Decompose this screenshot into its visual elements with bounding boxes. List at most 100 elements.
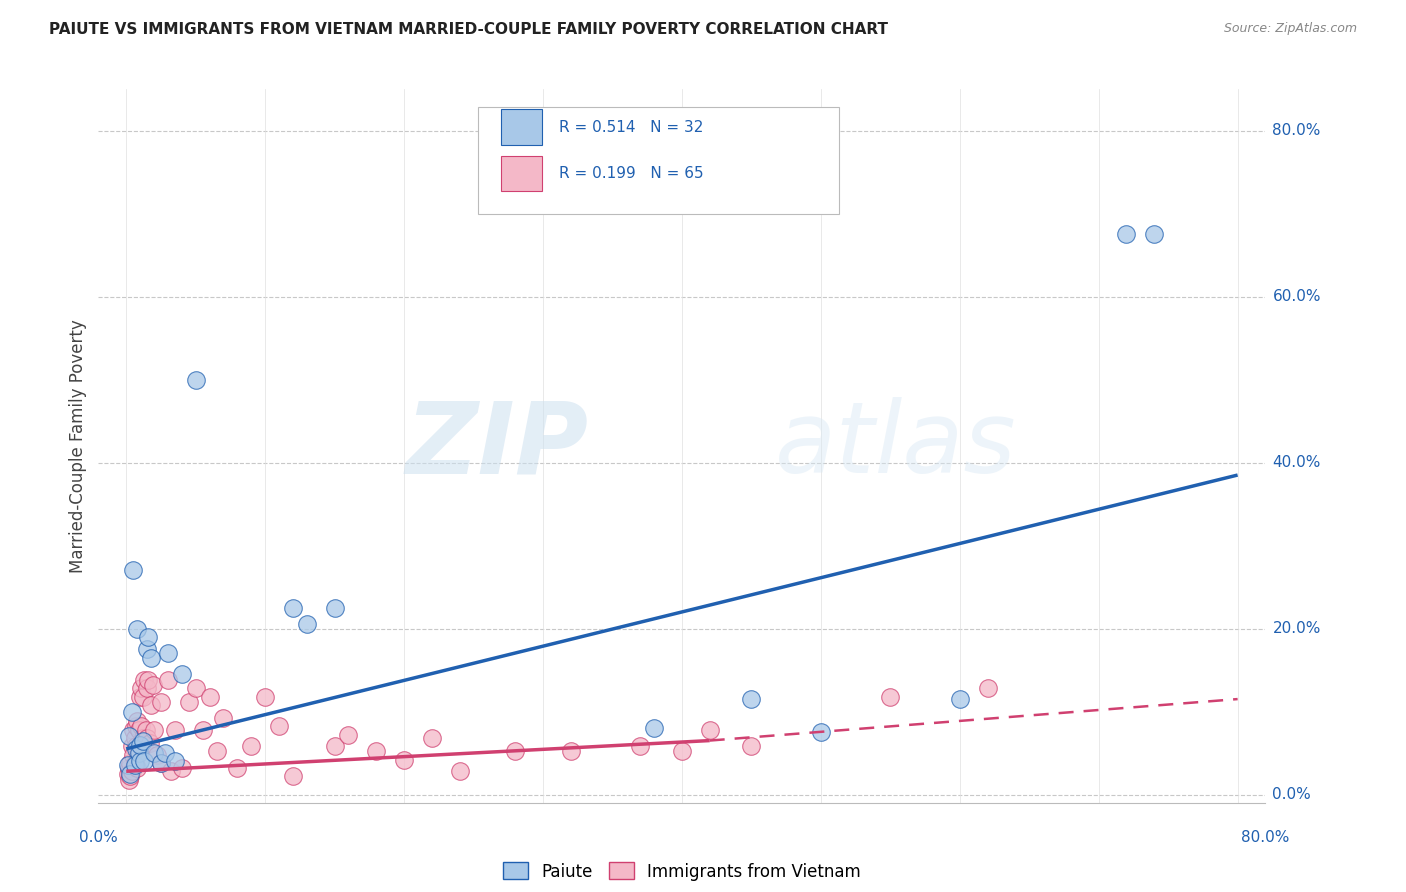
Point [132,731,155,745]
Point [198,690,221,704]
Point [143,723,166,737]
Legend: Paiute, Immigrants from Vietnam: Paiute, Immigrants from Vietnam [496,855,868,888]
Point [699,723,721,737]
Point [125,739,148,754]
Point [226,761,249,775]
Point [163,754,186,768]
Point [128,744,150,758]
Point [134,754,156,768]
Point [337,728,360,742]
Point [449,764,471,779]
Point [170,667,193,681]
FancyBboxPatch shape [478,107,839,214]
Point [128,723,150,737]
Point [139,736,162,750]
Point [120,769,142,783]
Point [392,753,415,767]
Point [323,600,346,615]
Point [156,647,179,661]
Point [118,761,141,775]
Point [136,681,159,696]
Point [159,764,181,779]
Point [122,747,145,762]
Point [136,642,159,657]
Point [117,766,139,780]
Point [124,731,146,745]
Point [131,719,153,733]
Y-axis label: Married-Couple Family Poverty: Married-Couple Family Poverty [69,319,87,573]
Point [131,681,153,696]
Point [560,744,582,758]
Point [643,721,665,735]
Point [136,731,159,745]
Text: 20.0%: 20.0% [1272,621,1320,636]
Point [141,698,163,712]
Point [267,719,290,733]
Point [122,564,145,578]
Point [134,673,156,687]
Point [740,692,762,706]
Point [212,711,235,725]
Point [134,739,156,754]
Point [146,747,169,762]
Point [295,617,318,632]
Point [153,746,176,760]
Point [163,723,186,737]
Point [138,630,160,644]
Point [135,723,157,737]
Point [184,681,207,696]
Point [254,690,277,704]
Point [323,739,346,754]
Point [1143,227,1166,242]
Point [205,744,228,758]
Point [503,744,526,758]
Point [138,673,160,687]
Point [124,756,146,770]
Text: 80.0%: 80.0% [1272,123,1320,138]
Point [191,723,214,737]
Point [949,692,972,706]
Point [149,756,172,770]
Point [121,739,143,754]
Point [122,723,145,737]
Point [128,746,150,760]
Point [240,739,263,754]
Point [281,600,304,615]
Point [129,739,152,754]
Point [184,373,207,387]
Text: Source: ZipAtlas.com: Source: ZipAtlas.com [1223,22,1357,36]
Text: 0.0%: 0.0% [1272,787,1312,802]
Point [127,622,149,636]
Point [141,650,163,665]
Point [132,733,155,747]
Text: atlas: atlas [775,398,1017,494]
Point [177,695,200,709]
Point [143,746,166,760]
Bar [501,109,541,145]
Point [124,758,146,772]
Point [628,739,651,754]
Point [879,690,901,704]
Point [117,758,139,772]
Point [810,725,832,739]
Point [125,742,148,756]
Text: 60.0%: 60.0% [1272,289,1320,304]
Text: 0.0%: 0.0% [79,830,118,845]
Point [740,739,762,754]
Point [671,744,693,758]
Point [170,761,193,775]
Point [120,756,142,770]
Point [1115,227,1137,242]
Point [118,730,141,744]
Point [127,714,149,729]
Text: ZIP: ZIP [405,398,589,494]
Text: 40.0%: 40.0% [1272,455,1320,470]
Point [976,681,998,696]
Text: R = 0.199   N = 65: R = 0.199 N = 65 [560,166,704,181]
Point [149,756,172,770]
Point [120,766,142,780]
Point [281,769,304,783]
Point [121,705,143,719]
Point [129,690,152,704]
Point [156,673,179,687]
